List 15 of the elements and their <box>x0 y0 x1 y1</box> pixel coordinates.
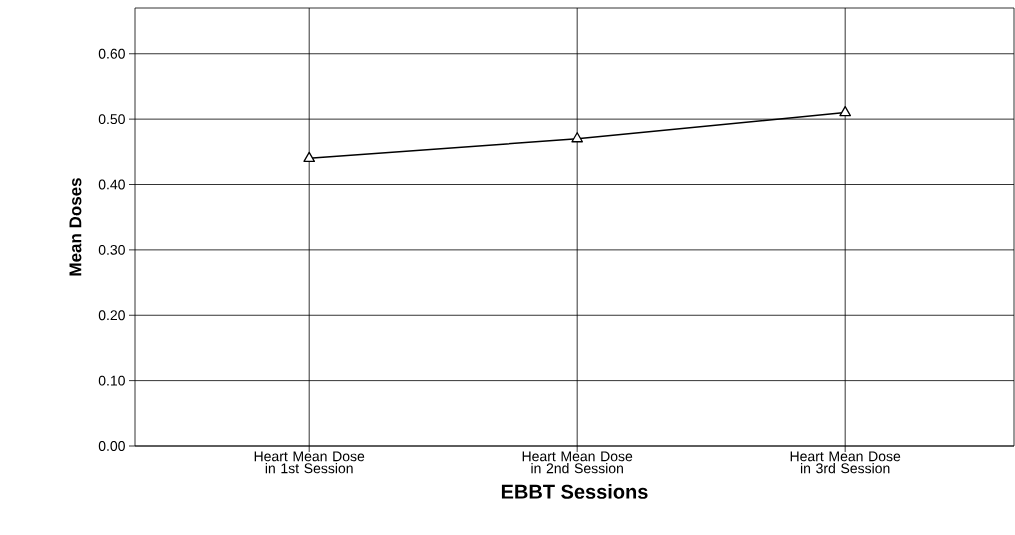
y-tick-label: 0.60 <box>98 48 125 59</box>
x-tick-label: Heart Mean Dose in 1st Session <box>254 451 365 474</box>
y-tick-label: 0.10 <box>98 375 125 386</box>
x-axis-title: EBBT Sessions <box>501 484 648 499</box>
y-tick-label: 0.00 <box>98 441 125 451</box>
x-tick-label: Heart Mean Dose in 3rd Session <box>790 451 901 474</box>
point <box>839 105 852 117</box>
x-tick-label: Heart Mean Dose in 2nd Session <box>522 451 633 474</box>
y-tick-label: 0.40 <box>98 179 125 190</box>
point <box>303 151 316 163</box>
point <box>571 132 584 143</box>
y-tick-label: 0.50 <box>98 114 125 125</box>
y-tick-label: 0.20 <box>98 310 125 321</box>
y-axis-title: Mean Doses <box>69 178 82 276</box>
y-tick-label: 0.30 <box>98 244 125 255</box>
